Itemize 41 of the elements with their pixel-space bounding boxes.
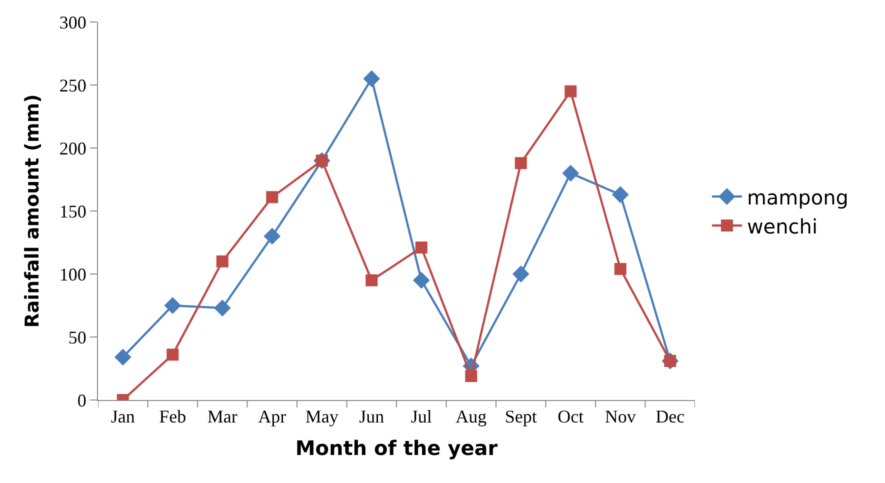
- point: [564, 85, 577, 98]
- point: [214, 300, 231, 316]
- point: [614, 262, 626, 275]
- point: [164, 297, 182, 314]
- point: [266, 191, 278, 204]
- x-tick-label: Mar: [207, 406, 238, 427]
- legend-label: wenchi: [746, 214, 818, 238]
- x-tick-label: Sept: [504, 406, 537, 427]
- point: [114, 348, 132, 366]
- x-axis-title: Month of the year: [295, 436, 498, 460]
- y-tick-label: 150: [59, 201, 86, 222]
- y-tick-label: 300: [59, 12, 86, 32]
- y-tick-label: 100: [59, 264, 86, 284]
- point: [363, 70, 380, 88]
- y-tick-label: 200: [59, 138, 86, 158]
- point: [366, 274, 378, 286]
- y-tick-label: 0: [77, 390, 86, 410]
- point: [612, 186, 629, 204]
- point: [465, 370, 478, 382]
- x-tick-label: Jun: [359, 406, 384, 427]
- x-tick-label: Nov: [604, 406, 636, 427]
- y-axis-title: Rainfall amount (mm): [21, 94, 44, 328]
- x-tick-label: May: [305, 406, 338, 427]
- x-tick-label: Aug: [456, 406, 487, 427]
- point: [412, 272, 430, 289]
- point: [216, 255, 228, 268]
- legend-label: mampong: [746, 185, 848, 210]
- point: [512, 266, 530, 282]
- y-tick-label: 50: [68, 327, 86, 348]
- point: [415, 242, 428, 254]
- x-tick-label: Oct: [558, 406, 584, 427]
- x-tick-label: Feb: [159, 406, 186, 427]
- point: [514, 157, 527, 170]
- point: [264, 228, 281, 245]
- y-tick-label: 250: [59, 75, 86, 96]
- x-tick-label: Apr: [258, 406, 286, 427]
- point: [562, 164, 580, 182]
- x-tick-label: Dec: [656, 406, 685, 427]
- point: [166, 348, 179, 361]
- x-tick-label: Jan: [110, 406, 135, 427]
- x-tick-label: Jul: [410, 406, 432, 427]
